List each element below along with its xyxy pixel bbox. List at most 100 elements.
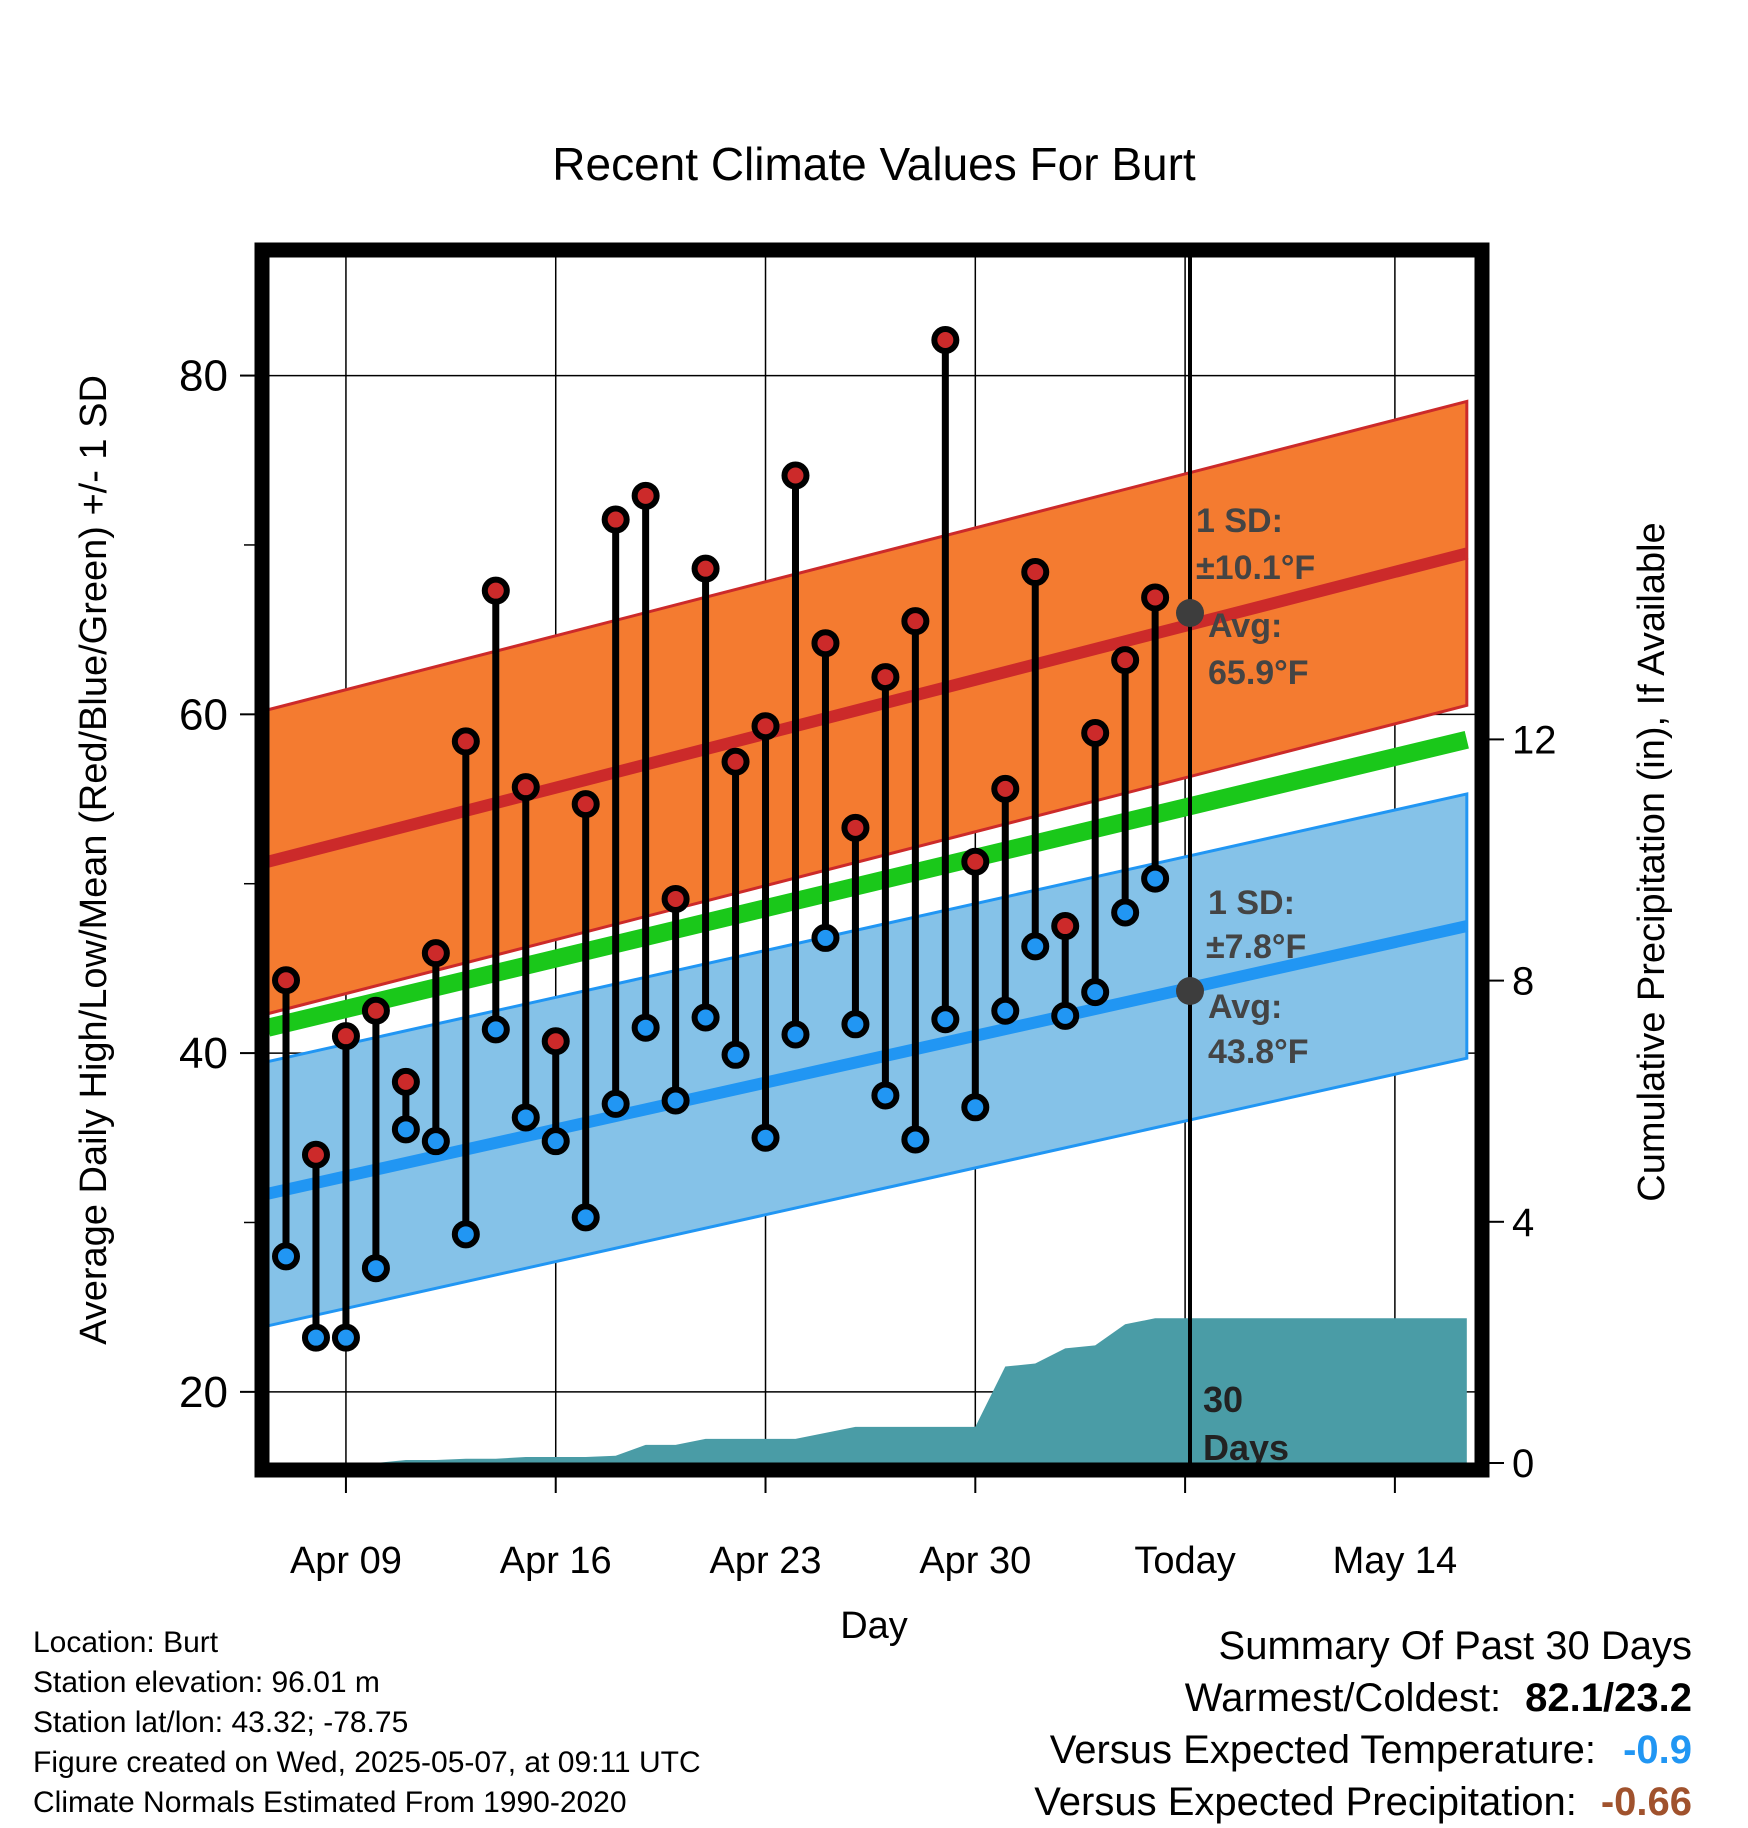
high-point-18 [811, 629, 840, 658]
y-tick-label-0: 20 [179, 1368, 228, 1417]
y-axis-label: Average Daily High/Low/Mean (Red/Blue/Gr… [73, 375, 115, 1345]
y2-tick-label-1: 4 [1512, 1201, 1534, 1245]
summary-temp-label: Versus Expected Temperature: [1049, 1728, 1596, 1772]
precip-label-line2: Days [1203, 1427, 1289, 1468]
high-point-16 [751, 712, 780, 741]
y-tick-label-2: 60 [179, 690, 228, 739]
high-point-7 [481, 576, 510, 605]
high-point-24 [991, 774, 1020, 803]
low-point-27 [1081, 978, 1110, 1007]
y2-tick-label-3: 12 [1512, 718, 1557, 762]
precip-label-line1: 30 [1203, 1379, 1243, 1420]
low-point-9 [541, 1127, 570, 1156]
chart-title: Recent Climate Values For Burt [552, 138, 1196, 190]
x-axis-label: Day [840, 1605, 908, 1647]
low-point-29 [1141, 864, 1170, 893]
low-point-16 [751, 1123, 780, 1152]
high-point-21 [901, 607, 930, 636]
low-point-6 [451, 1220, 480, 1249]
y2-tick-label-0: 0 [1512, 1442, 1534, 1486]
high-point-13 [661, 884, 690, 913]
low-point-25 [1021, 932, 1050, 961]
low-point-24 [991, 996, 1020, 1025]
y-tick-label-3: 80 [179, 352, 228, 401]
low-sd-label: 1 SD: [1208, 884, 1295, 922]
high-point-28 [1111, 646, 1140, 675]
high-point-6 [451, 727, 480, 756]
high-point-4 [391, 1067, 420, 1096]
low-point-11 [601, 1089, 630, 1118]
x-tick-label-1: Apr 16 [500, 1540, 612, 1582]
high-point-0 [272, 966, 300, 995]
info-location: Location: Burt [33, 1626, 219, 1659]
high-point-19 [841, 813, 870, 842]
high-avg-marker [1176, 599, 1204, 627]
low-point-8 [511, 1103, 540, 1132]
x-tick-label-3: Apr 30 [919, 1540, 1031, 1582]
low-point-19 [841, 1010, 870, 1039]
low-point-3 [361, 1254, 390, 1283]
low-point-17 [781, 1020, 810, 1049]
high-point-9 [541, 1027, 570, 1056]
high-point-22 [931, 325, 960, 354]
low-point-20 [871, 1081, 900, 1110]
info-created: Figure created on Wed, 2025-05-07, at 09… [33, 1746, 701, 1779]
y2-tick-label-2: 8 [1512, 960, 1534, 1004]
low-point-21 [901, 1125, 930, 1154]
info-elevation: Station elevation: 96.01 m [33, 1666, 380, 1699]
summary-temp-value: -0.9 [1623, 1728, 1692, 1772]
high-point-15 [721, 747, 750, 776]
info-latlon: Station lat/lon: 43.32; -78.75 [33, 1706, 409, 1739]
low-point-1 [301, 1323, 330, 1352]
high-normal-annotation: 1 SD: ±10.1°F Avg: 65.9°F [1196, 502, 1315, 692]
summary-panel: Summary Of Past 30 Days Warmest/Coldest:… [1034, 1620, 1692, 1828]
high-point-8 [511, 773, 540, 802]
high-point-17 [781, 461, 810, 490]
normal-bands [265, 399, 1469, 1328]
x-tick-label-4: Today [1134, 1540, 1235, 1582]
precip-label: 30 Days [1203, 1379, 1289, 1468]
summary-precip-value: -0.66 [1600, 1780, 1692, 1824]
low-point-26 [1051, 1001, 1080, 1030]
low-point-12 [631, 1013, 660, 1042]
low-avg-label: Avg: [1208, 988, 1282, 1026]
high-point-12 [631, 481, 660, 510]
summary-precip-row: Versus Expected Precipitation: -0.66 [1034, 1776, 1692, 1828]
summary-title: Summary Of Past 30 Days [1218, 1624, 1692, 1668]
low-point-10 [571, 1203, 600, 1232]
summary-warmest-label: Warmest/Coldest: [1184, 1676, 1502, 1720]
low-sd-value: ±7.8°F [1206, 928, 1306, 966]
high-point-1 [301, 1140, 330, 1169]
high-point-3 [361, 996, 390, 1025]
high-avg-value: 65.9°F [1208, 654, 1309, 692]
station-info: Location: Burt Station elevation: 96.01 … [33, 1623, 701, 1823]
high-sd-value: ±10.1°F [1196, 549, 1315, 587]
low-point-5 [421, 1127, 450, 1156]
precip-area [268, 1318, 1467, 1463]
y2-axis-label: Cumulative Precipitation (in), If Availa… [1631, 522, 1673, 1201]
high-sd-label: 1 SD: [1196, 502, 1283, 540]
x-tick-label-5: May 14 [1333, 1540, 1458, 1582]
observed-temperatures [272, 325, 1170, 1352]
low-point-7 [481, 1015, 510, 1044]
high-point-25 [1021, 558, 1050, 587]
x-tick-label-2: Apr 23 [710, 1540, 822, 1582]
summary-warmest-row: Warmest/Coldest: 82.1/23.2 [1034, 1672, 1692, 1724]
low-point-23 [961, 1093, 990, 1122]
summary-precip-label: Versus Expected Precipitation: [1034, 1780, 1577, 1824]
summary-warmest-value: 82.1/23.2 [1525, 1676, 1692, 1720]
high-avg-label: Avg: [1208, 607, 1282, 645]
high-point-11 [601, 505, 630, 534]
low-point-18 [811, 923, 840, 952]
low-avg-value: 43.8°F [1208, 1033, 1309, 1071]
high-point-27 [1081, 718, 1110, 747]
low-point-15 [721, 1040, 750, 1069]
high-point-14 [691, 554, 720, 583]
plot-frame [254, 242, 1490, 1478]
high-point-5 [421, 939, 450, 968]
low-point-28 [1111, 898, 1140, 927]
high-point-26 [1051, 912, 1080, 941]
high-point-2 [331, 1022, 360, 1051]
low-point-13 [661, 1086, 690, 1115]
